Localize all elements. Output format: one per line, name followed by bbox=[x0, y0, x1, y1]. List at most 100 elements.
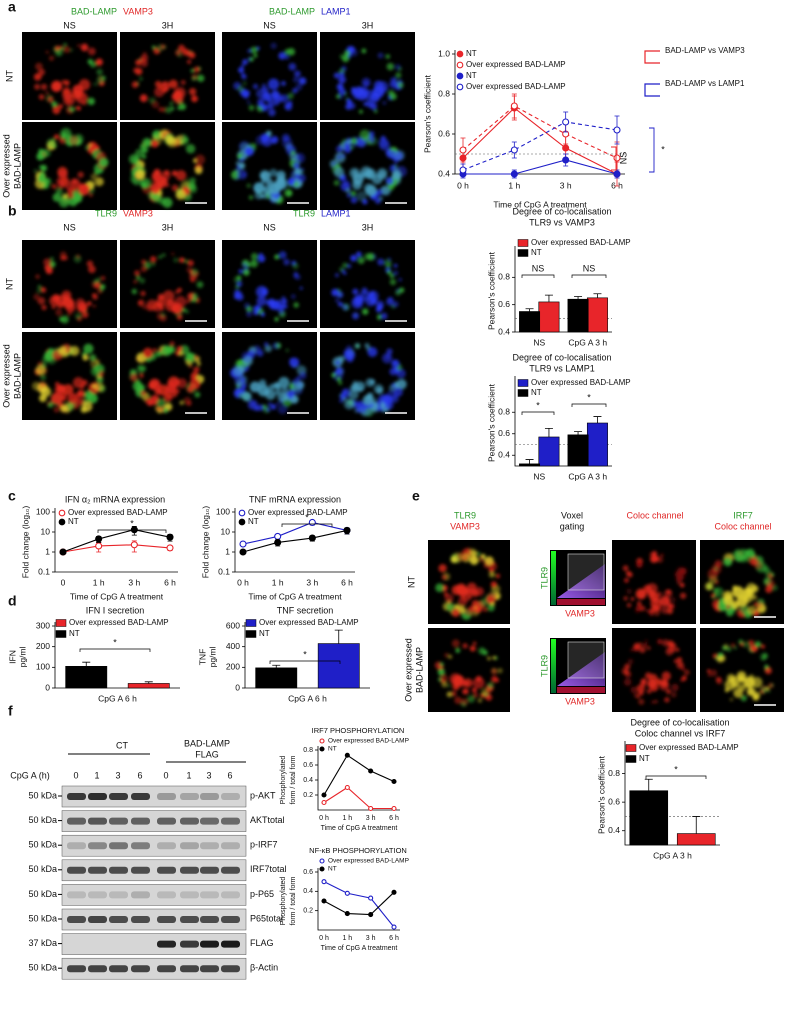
signal bbox=[160, 44, 166, 50]
signal bbox=[77, 43, 81, 48]
signal bbox=[152, 193, 162, 203]
signal bbox=[439, 662, 444, 667]
signal bbox=[67, 393, 79, 404]
lane-label: 6 bbox=[137, 770, 142, 780]
chart-title: Coloc channel vs IRF7 bbox=[635, 728, 726, 738]
signal bbox=[195, 272, 200, 276]
data-point bbox=[391, 778, 397, 785]
signal bbox=[296, 376, 300, 381]
blot-band bbox=[131, 817, 150, 825]
blot-band bbox=[157, 891, 176, 899]
data-point bbox=[166, 533, 174, 541]
y-tick-label: 100 bbox=[36, 506, 50, 516]
signal bbox=[33, 293, 40, 301]
micrograph-signal bbox=[33, 42, 106, 115]
signal bbox=[359, 109, 363, 114]
signal bbox=[179, 103, 187, 111]
signal bbox=[356, 191, 367, 202]
signal bbox=[453, 678, 459, 685]
bar bbox=[567, 434, 589, 467]
signal bbox=[51, 392, 63, 405]
error-bar bbox=[525, 308, 534, 312]
signal bbox=[350, 254, 358, 262]
signal bbox=[96, 376, 104, 384]
legend-label: NT bbox=[328, 746, 337, 753]
y-tick-label: 0.6 bbox=[498, 428, 510, 438]
signal bbox=[671, 683, 679, 692]
y-tick-label: 0.4 bbox=[303, 888, 313, 895]
blot-band bbox=[200, 866, 219, 874]
blot-band bbox=[131, 866, 150, 874]
x-axis-label: Time of CpG A treatment bbox=[321, 945, 398, 952]
signal bbox=[653, 609, 661, 617]
voxel-axis: VAMP3 bbox=[565, 608, 595, 618]
stain-label: BAD-LAMP bbox=[269, 6, 315, 16]
signal bbox=[444, 652, 449, 658]
x-tick-label: CpG A 3 h bbox=[568, 471, 607, 481]
signal bbox=[337, 301, 343, 307]
x-tick-label: 1 h bbox=[272, 577, 284, 587]
mw-label: 50 kDa bbox=[28, 864, 57, 874]
data-point bbox=[95, 542, 103, 550]
signal bbox=[283, 259, 290, 266]
micrograph-signal bbox=[434, 639, 503, 707]
x-tick-label: 0 bbox=[61, 577, 66, 587]
signal bbox=[290, 294, 296, 299]
signal bbox=[731, 679, 740, 688]
signal bbox=[638, 698, 645, 705]
signal bbox=[746, 687, 756, 696]
signal bbox=[764, 664, 769, 669]
signal bbox=[193, 66, 200, 73]
signal bbox=[140, 390, 147, 397]
data-point bbox=[308, 534, 316, 542]
signal bbox=[165, 106, 172, 114]
series-line bbox=[462, 105, 618, 159]
signal bbox=[762, 565, 770, 573]
blot-band bbox=[221, 916, 240, 923]
signal bbox=[65, 299, 75, 308]
signal bbox=[66, 185, 72, 192]
chart-title: Degree of co-localisation bbox=[512, 206, 611, 216]
signal bbox=[153, 168, 161, 176]
significance-bracket bbox=[269, 660, 341, 664]
signal bbox=[62, 384, 74, 395]
signal bbox=[675, 647, 680, 652]
signal bbox=[258, 379, 267, 387]
signal bbox=[462, 688, 469, 695]
signal bbox=[751, 594, 758, 600]
signal bbox=[250, 252, 259, 261]
significance-bracket bbox=[611, 146, 617, 171]
signal bbox=[374, 109, 378, 114]
signal bbox=[281, 133, 290, 142]
signal bbox=[385, 177, 394, 185]
blot-band bbox=[88, 793, 107, 800]
legend-swatch bbox=[517, 389, 529, 397]
blot-band bbox=[180, 793, 199, 800]
legend-marker bbox=[319, 746, 325, 752]
legend-swatch bbox=[517, 379, 529, 387]
signal bbox=[61, 134, 67, 140]
signal bbox=[731, 643, 735, 648]
signal bbox=[345, 187, 351, 194]
signal bbox=[179, 257, 185, 263]
signal bbox=[261, 92, 272, 102]
signal bbox=[50, 80, 63, 92]
y-tick-label: 400 bbox=[226, 641, 240, 651]
signal bbox=[97, 277, 101, 281]
data-point bbox=[344, 752, 350, 758]
signal bbox=[746, 605, 757, 615]
signal bbox=[760, 644, 765, 649]
group-label: BAD-LAMP bbox=[184, 738, 230, 748]
signal bbox=[96, 75, 105, 84]
series-line bbox=[323, 754, 395, 796]
blot-band bbox=[131, 842, 150, 850]
error-bar bbox=[144, 681, 153, 684]
legend-label: Over expressed BAD-LAMP bbox=[248, 508, 348, 517]
data-point bbox=[391, 924, 397, 930]
mw-label: 50 kDa bbox=[28, 815, 57, 825]
signal bbox=[710, 593, 715, 598]
signal bbox=[88, 265, 96, 274]
signal bbox=[393, 264, 398, 268]
y-tick-label: 1 bbox=[225, 546, 230, 556]
y-tick-label: 300 bbox=[36, 620, 50, 630]
